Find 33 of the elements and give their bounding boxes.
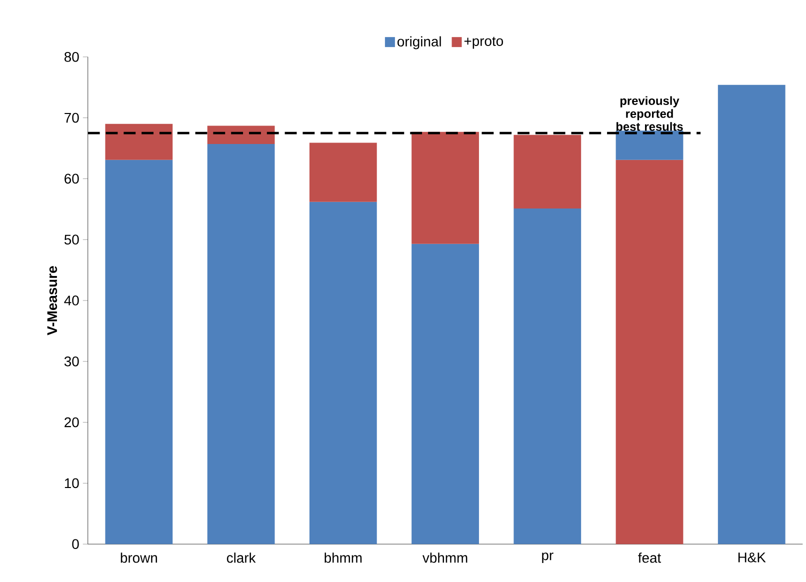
ref-line-label: previously reported best results [616,96,683,131]
x-tick-label: feat [638,552,662,563]
bar [207,144,275,544]
x-tick-label: H&K [738,552,766,562]
y-tick-label: 20 [64,417,79,428]
x-tick-label: bhmm [324,552,362,563]
bar [412,244,479,544]
x-tick-label: brown [120,552,157,563]
bar [616,130,684,160]
bar [412,132,479,244]
bar [514,134,582,209]
bar [105,124,173,160]
y-tick-label: 80 [64,52,79,62]
legend-label: original [398,36,441,50]
y-tick-label: 10 [64,478,79,488]
x-tick-label: clark [226,552,256,563]
bar [105,160,173,544]
y-tick-label: 0 [72,539,79,550]
bar [718,84,786,544]
y-axis-title: V-Measure [47,266,58,336]
bar [309,202,377,544]
y-tick-label: 60 [64,174,79,184]
bar [616,160,684,544]
x-tick-label: vbhmm [422,552,468,563]
bar [309,142,377,202]
y-tick-label: 50 [64,234,79,245]
y-tick-label: 40 [64,296,79,306]
y-tick-label: 30 [64,356,79,366]
legend-label: +proto [464,36,504,49]
y-tick-label: 70 [64,112,79,123]
x-tick-label: pr [542,552,554,563]
bar [514,208,582,544]
bar [207,126,275,144]
